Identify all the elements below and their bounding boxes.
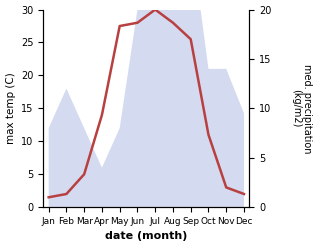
X-axis label: date (month): date (month) <box>105 231 188 242</box>
Y-axis label: max temp (C): max temp (C) <box>5 72 16 144</box>
Y-axis label: med. precipitation
(kg/m2): med. precipitation (kg/m2) <box>291 64 313 153</box>
